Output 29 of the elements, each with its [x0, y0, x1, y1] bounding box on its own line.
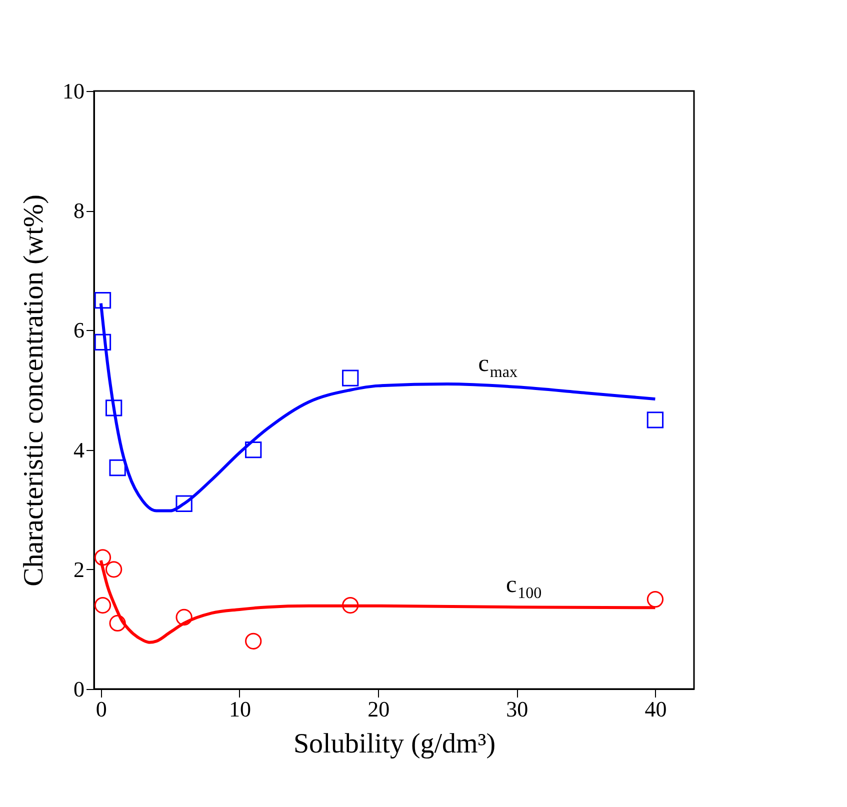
- point: [176, 495, 192, 512]
- x-tick-label: 40: [644, 696, 667, 722]
- point: [105, 561, 122, 578]
- x-tick-label: 30: [506, 696, 528, 722]
- point: [94, 596, 112, 614]
- point: [94, 292, 112, 309]
- point: [245, 441, 262, 458]
- point: [94, 549, 112, 566]
- y-tick-label: 6: [74, 318, 84, 343]
- x-tick-label: 10: [228, 696, 251, 722]
- point: [105, 400, 122, 416]
- y-tick-label: 0: [74, 676, 84, 702]
- y-tick-label: 2: [74, 556, 84, 582]
- y-tick-label: 10: [62, 78, 84, 104]
- point: [109, 459, 126, 476]
- y-axis-title: Characteristic concentration (wt%): [18, 194, 50, 586]
- point: [176, 608, 192, 626]
- point: [646, 590, 664, 608]
- y-tick-label: 8: [74, 198, 84, 224]
- point: [342, 370, 359, 386]
- point: [94, 334, 112, 350]
- point: [646, 412, 664, 428]
- x-axis-title: Solubility (g/dm³): [293, 728, 496, 760]
- y-tick-label: 4: [74, 437, 84, 462]
- point: [245, 632, 262, 650]
- point: [109, 614, 126, 632]
- x-tick-label: 0: [96, 696, 107, 722]
- point: [342, 596, 359, 614]
- x-tick-label: 20: [368, 696, 390, 722]
